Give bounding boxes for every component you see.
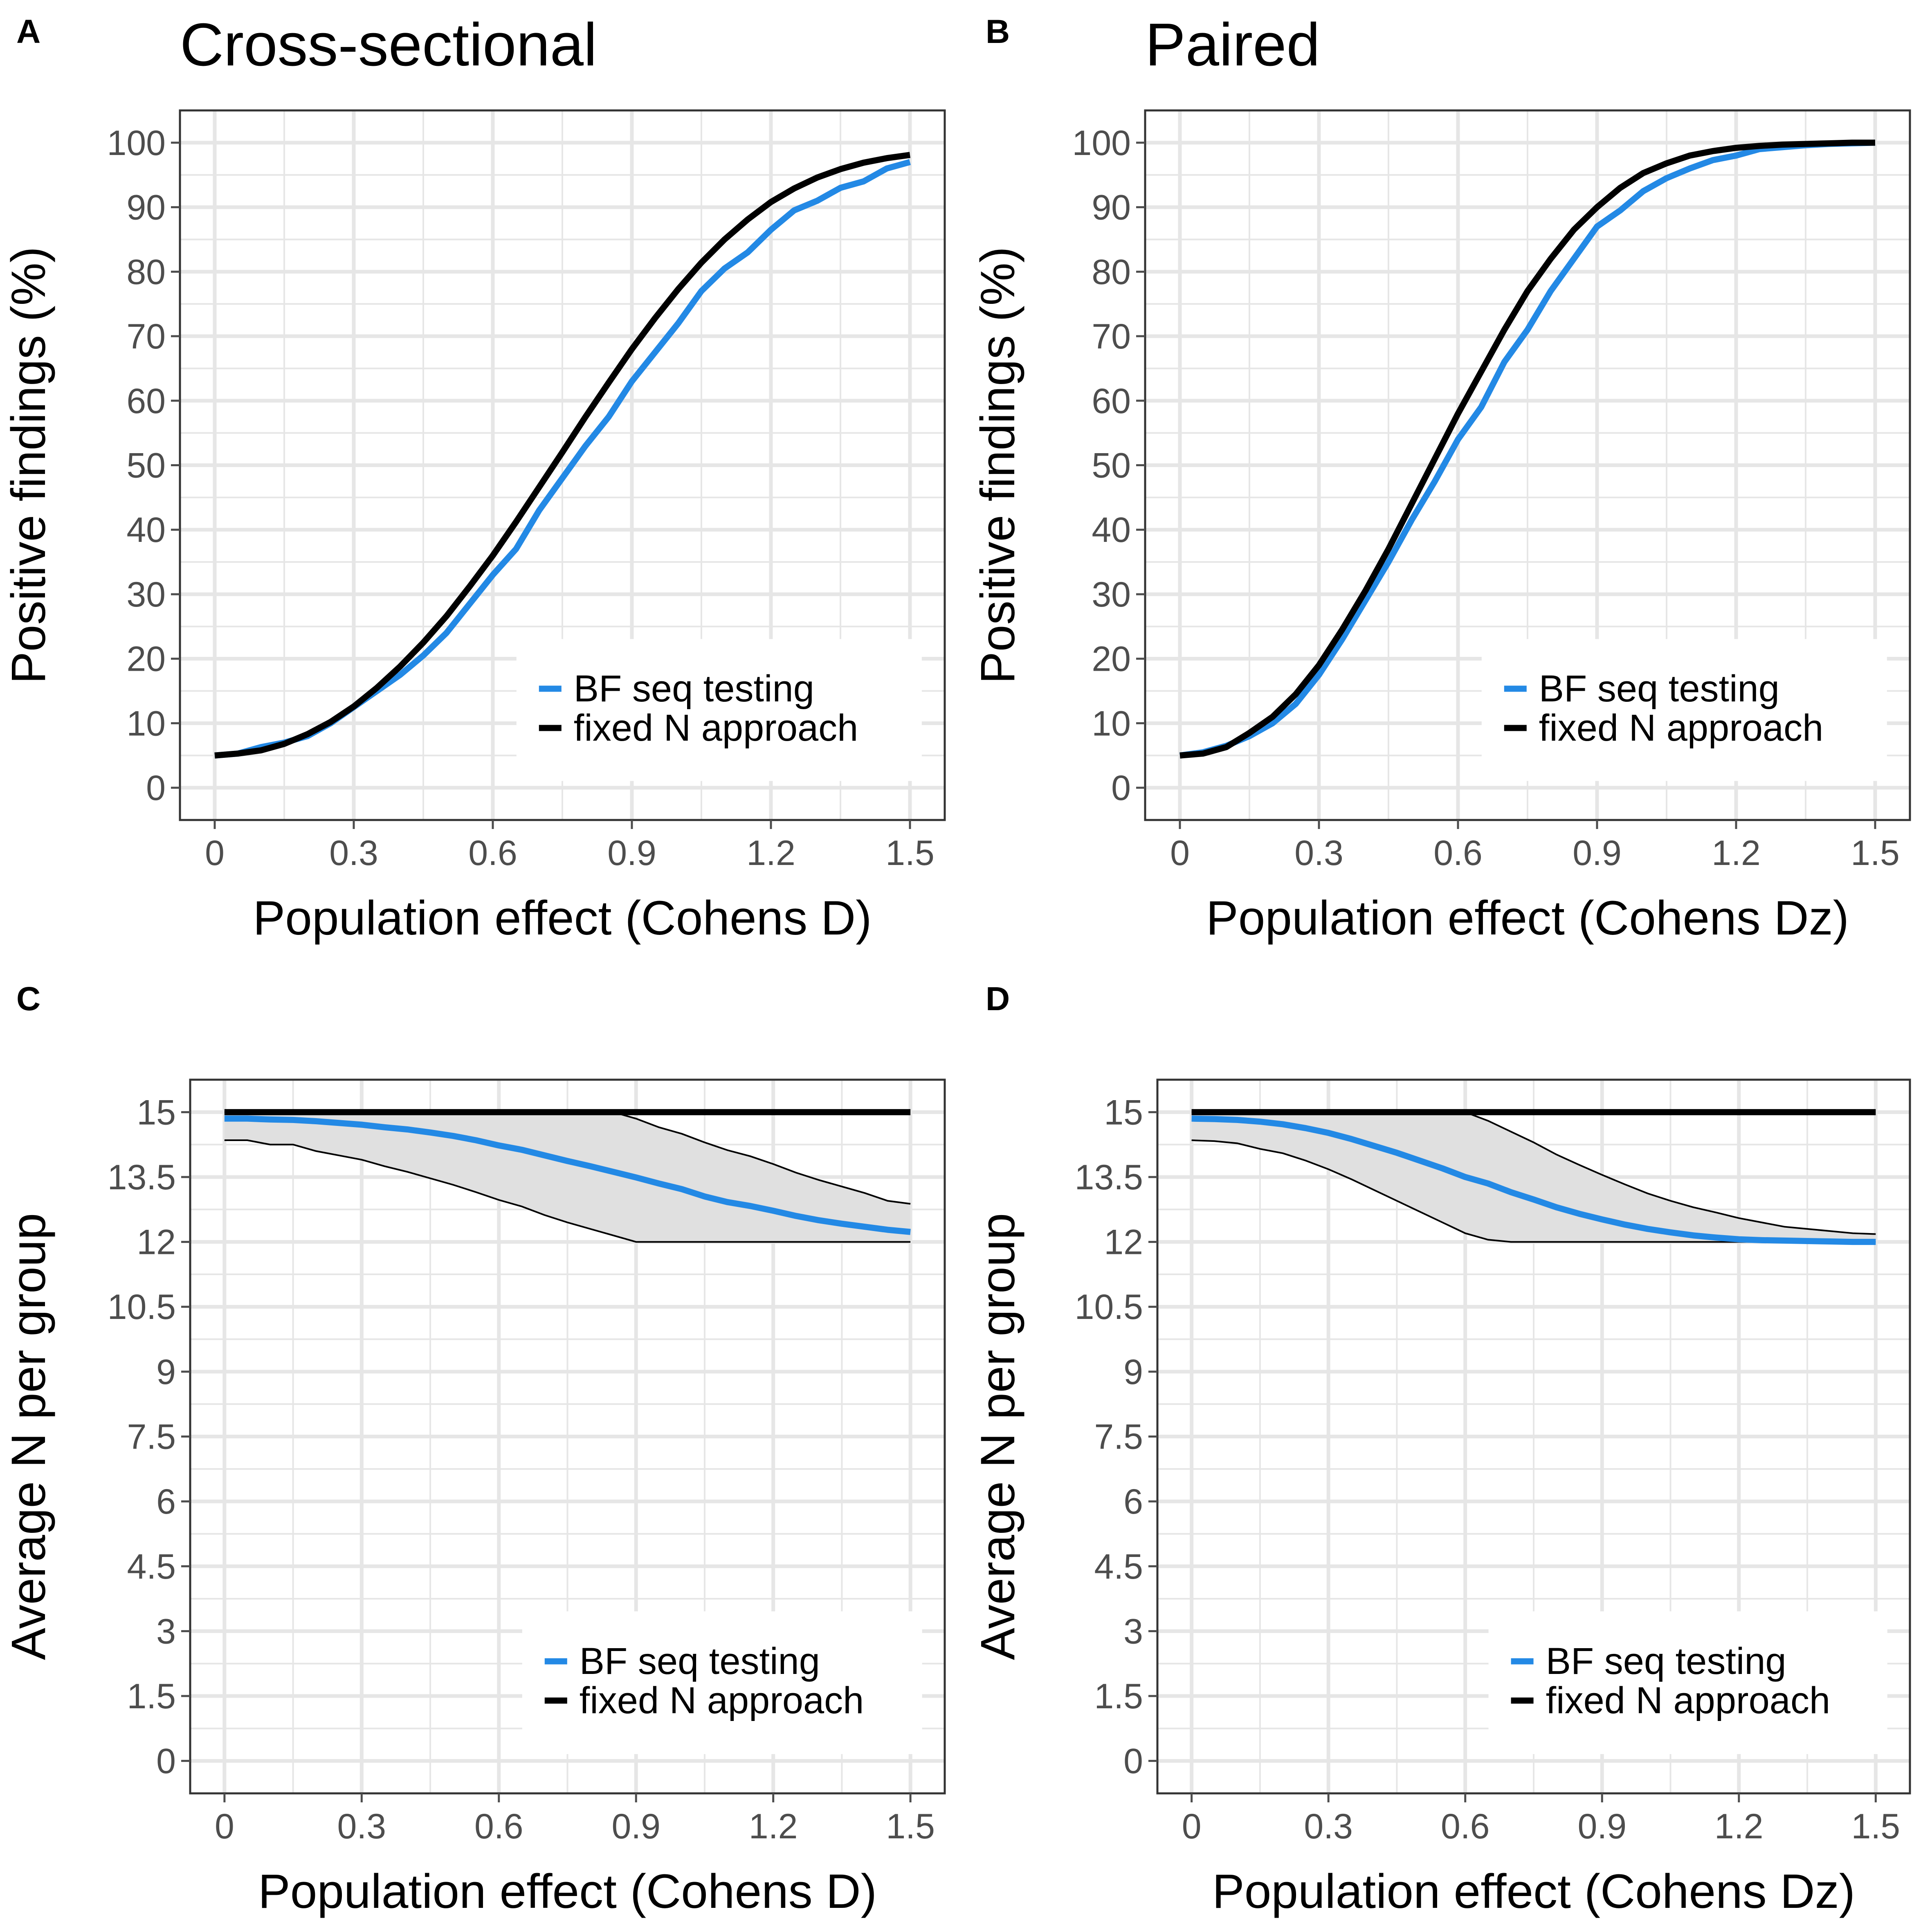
y-tick-label: 1.5 (127, 1677, 176, 1716)
y-tick-label: 30 (1092, 575, 1131, 614)
y-tick-label: 10.5 (1075, 1287, 1143, 1327)
y-tick-label: 80 (1092, 252, 1131, 292)
y-tick-label: 15 (1104, 1093, 1143, 1132)
y-tick-label: 0 (156, 1742, 176, 1781)
y-tick-label: 100 (107, 124, 166, 163)
panel-letter: D (986, 980, 1010, 1018)
x-axis-title: Population effect (Cohens D) (253, 891, 872, 945)
panel-title: Paired (1145, 11, 1320, 79)
y-axis-title: Positive findings (%) (2, 247, 56, 684)
y-tick-label: 0 (1123, 1742, 1143, 1781)
y-tick-label: 3 (156, 1612, 176, 1651)
y-tick-label: 20 (1092, 640, 1131, 679)
y-tick-label: 60 (1092, 382, 1131, 421)
x-tick-label: 0.6 (468, 833, 517, 873)
x-tick-label: 1.5 (1851, 1807, 1901, 1846)
y-tick-label: 70 (126, 317, 166, 356)
y-tick-label: 4.5 (127, 1547, 176, 1586)
x-tick-label: 1.5 (886, 1807, 935, 1846)
y-tick-label: 80 (126, 252, 166, 292)
legend-label-bf-seq: BF seq testing (1546, 1640, 1786, 1682)
y-tick-label: 30 (126, 575, 166, 614)
y-tick-label: 20 (126, 640, 166, 679)
y-tick-label: 9 (1123, 1352, 1143, 1392)
x-tick-label: 0.9 (611, 1807, 660, 1846)
y-tick-label: 10 (126, 704, 166, 743)
y-tick-label: 6 (1123, 1482, 1143, 1521)
y-tick-label: 90 (1092, 188, 1131, 227)
y-tick-label: 40 (1092, 510, 1131, 550)
y-tick-label: 13.5 (1075, 1158, 1143, 1197)
y-axis-title: Average N per group (2, 1213, 56, 1660)
y-tick-label: 1.5 (1094, 1677, 1143, 1716)
x-tick-label: 0 (1182, 1807, 1202, 1846)
x-tick-label: 0.6 (1433, 833, 1483, 873)
y-tick-label: 90 (126, 188, 166, 227)
x-tick-label: 1.2 (746, 833, 795, 873)
y-axis-title: Positive findings (%) (971, 247, 1025, 684)
x-tick-label: 0 (215, 1807, 234, 1846)
x-tick-label: 0.3 (329, 833, 378, 873)
y-tick-label: 70 (1092, 317, 1131, 356)
y-tick-label: 7.5 (127, 1418, 176, 1457)
x-tick-label: 0.3 (337, 1807, 386, 1846)
x-axis-title: Population effect (Cohens D) (258, 1865, 877, 1919)
legend-label-bf-seq: BF seq testing (1539, 668, 1779, 710)
y-tick-label: 12 (1104, 1223, 1143, 1262)
y-tick-label: 0 (1111, 768, 1131, 808)
x-tick-label: 1.2 (749, 1807, 798, 1846)
y-tick-label: 10 (1092, 704, 1131, 743)
y-tick-label: 15 (137, 1093, 176, 1132)
x-tick-label: 0.3 (1294, 833, 1343, 873)
y-tick-label: 13.5 (108, 1158, 176, 1197)
legend-label-fixed-n: fixed N approach (580, 1680, 864, 1721)
x-tick-label: 1.5 (1851, 833, 1900, 873)
x-tick-label: 0.6 (474, 1807, 523, 1846)
panel-title: Cross-sectional (180, 11, 597, 79)
x-axis-title: Population effect (Cohens Dz) (1212, 1865, 1855, 1919)
x-tick-label: 0.3 (1304, 1807, 1353, 1846)
legend-label-fixed-n: fixed N approach (1539, 707, 1824, 749)
y-tick-label: 7.5 (1094, 1418, 1143, 1457)
x-tick-label: 0 (205, 833, 225, 873)
panel-letter: C (16, 980, 40, 1018)
y-tick-label: 40 (126, 510, 166, 550)
y-tick-label: 10.5 (108, 1287, 176, 1327)
x-tick-label: 0.9 (1573, 833, 1622, 873)
x-tick-label: 1.2 (1712, 833, 1761, 873)
x-tick-label: 1.5 (885, 833, 935, 873)
y-tick-label: 4.5 (1094, 1547, 1143, 1586)
y-tick-label: 50 (126, 446, 166, 485)
x-tick-label: 0 (1170, 833, 1190, 873)
y-tick-label: 12 (137, 1223, 176, 1262)
x-tick-label: 1.2 (1714, 1807, 1764, 1846)
x-axis-title: Population effect (Cohens Dz) (1206, 891, 1849, 945)
legend-label-fixed-n: fixed N approach (574, 707, 858, 749)
panel-letter: A (16, 13, 40, 50)
x-tick-label: 0.9 (607, 833, 656, 873)
y-tick-label: 100 (1072, 124, 1131, 163)
panel-letter: B (986, 13, 1010, 50)
y-axis-title: Average N per group (971, 1213, 1025, 1660)
y-tick-label: 6 (156, 1482, 176, 1521)
legend-label-bf-seq: BF seq testing (580, 1640, 820, 1682)
y-tick-label: 3 (1123, 1612, 1143, 1651)
legend-label-bf-seq: BF seq testing (574, 668, 814, 710)
y-tick-label: 50 (1092, 446, 1131, 485)
y-tick-label: 9 (156, 1352, 176, 1392)
x-tick-label: 0.6 (1441, 1807, 1490, 1846)
x-tick-label: 0.9 (1577, 1807, 1626, 1846)
y-tick-label: 60 (126, 382, 166, 421)
legend-label-fixed-n: fixed N approach (1546, 1680, 1831, 1721)
y-tick-label: 0 (146, 768, 166, 808)
